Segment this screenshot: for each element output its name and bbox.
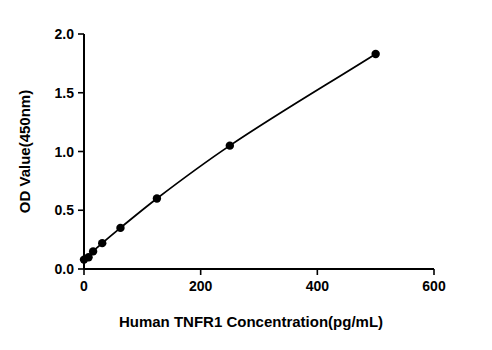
y-tick-label: 0.5 <box>55 202 75 218</box>
x-tick-label: 0 <box>80 278 88 294</box>
data-point <box>153 194 161 202</box>
plot-marks <box>80 50 380 264</box>
x-tick-label: 600 <box>422 278 446 294</box>
data-point <box>98 239 106 247</box>
y-axis-label: OD Value(450nm) <box>16 90 33 213</box>
y-axis-line <box>83 34 85 269</box>
y-tick-label: 0.0 <box>55 261 75 277</box>
fit-curve <box>84 54 376 260</box>
y-tick-label: 1.5 <box>55 85 75 101</box>
y-tick-label: 1.0 <box>55 144 75 160</box>
x-axis-label: Human TNFR1 Concentration(pg/mL) <box>119 313 383 330</box>
data-point <box>226 141 234 149</box>
chart-container: 0.0 0.5 1.0 1.5 2.0 0 200 400 600 Human TNFR1 Con… <box>0 0 492 350</box>
x-tick-label: 400 <box>306 278 330 294</box>
x-axis-line <box>84 268 434 270</box>
x-tick-label: 200 <box>189 278 213 294</box>
data-point <box>371 50 379 58</box>
y-tick-label: 2.0 <box>55 26 75 42</box>
chart-svg: 0.0 0.5 1.0 1.5 2.0 0 200 400 600 Human TNFR1 Con… <box>0 0 492 350</box>
data-point <box>89 247 97 255</box>
data-point <box>116 224 124 232</box>
